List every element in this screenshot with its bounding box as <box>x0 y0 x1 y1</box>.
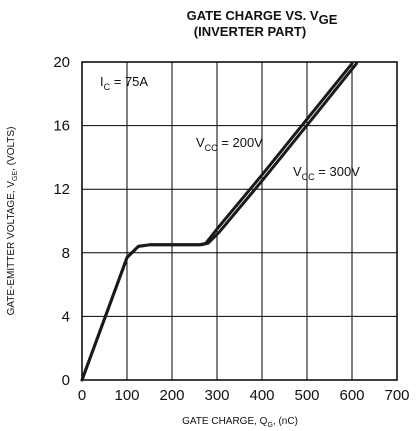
chart-title-main: GATE CHARGE VS. V <box>187 8 319 23</box>
x-tick-label-100: 100 <box>114 387 139 404</box>
plot-frame <box>81 61 398 381</box>
x-axis-label-suffix: , (nC) <box>273 416 298 427</box>
x-axis-label-sub: G <box>267 422 272 429</box>
annotation-vcc-300-rest: = 300V <box>315 164 361 179</box>
x-tick-label-300: 300 <box>204 387 229 404</box>
annotation-vcc-200-rest: = 200V <box>218 135 264 150</box>
y-tick-label-16: 16 <box>53 118 70 135</box>
annotation-vcc-200-main: V <box>196 135 205 150</box>
y-tick-labels: 0 4 8 12 16 20 <box>53 54 70 389</box>
x-tick-label-0: 0 <box>78 387 86 404</box>
annotation-ic-rest: = 75A <box>110 74 148 89</box>
y-axis-label-suffix: , (VOLTS) <box>6 127 17 171</box>
x-tick-label-500: 500 <box>294 387 319 404</box>
grid <box>82 62 397 380</box>
x-axis-label: GATE CHARGE, QG, (nC) <box>182 416 298 429</box>
y-tick-label-4: 4 <box>62 308 70 325</box>
y-axis-label-main: GATE-EMITTER VOLTAGE, V <box>6 181 17 316</box>
curves <box>80 62 358 382</box>
y-tick-label-8: 8 <box>62 245 70 262</box>
y-tick-label-20: 20 <box>53 54 70 71</box>
annotation-vcc-300: VCC = 300V <box>293 164 360 182</box>
annotation-ic: IC = 75A <box>100 74 148 92</box>
y-axis-label: GATE-EMITTER VOLTAGE, VGE, (VOLTS) <box>6 127 19 316</box>
annotation-ic-main: I <box>100 74 104 89</box>
annotation-vcc-300-sub: CC <box>302 172 315 182</box>
annotation-ic-sub: C <box>104 82 111 92</box>
annotation-vcc-200-sub: CC <box>205 143 218 153</box>
chart-title-line1: GATE CHARGE VS. VGE <box>187 8 338 27</box>
x-axis-label-main: GATE CHARGE, Q <box>182 416 268 427</box>
y-axis-label-sub: GE <box>12 171 19 181</box>
x-tick-label-400: 400 <box>249 387 274 404</box>
annotation-vcc-300-main: V <box>293 164 302 179</box>
y-tick-label-0: 0 <box>62 372 70 389</box>
annotation-vcc-200: VCC = 200V <box>196 135 263 153</box>
x-tick-label-200: 200 <box>159 387 184 404</box>
series-line-vcc-300 <box>80 62 358 382</box>
x-tick-label-600: 600 <box>339 387 364 404</box>
y-tick-label-12: 12 <box>53 181 70 198</box>
x-tick-label-700: 700 <box>384 387 409 404</box>
chart-title-sub: GE <box>319 12 338 27</box>
x-tick-labels: 0 100 200 300 400 500 600 700 <box>78 387 410 404</box>
chart-title-line2: (INVERTER PART) <box>194 24 306 39</box>
